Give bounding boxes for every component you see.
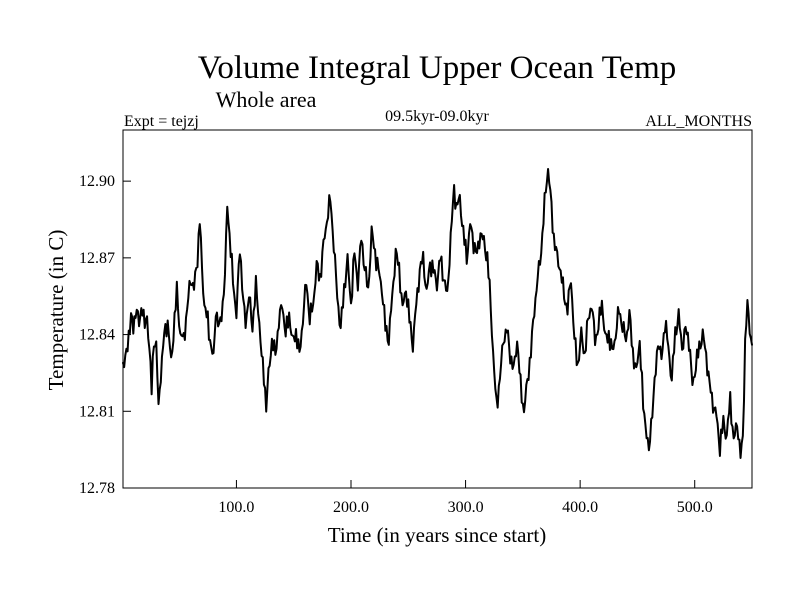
- months-label: ALL_MONTHS: [645, 113, 752, 130]
- x-tick-label: 400.0: [562, 499, 598, 516]
- y-axis-label: Temperature (in C): [44, 230, 68, 391]
- x-axis-label: Time (in years since start): [328, 523, 547, 547]
- plot-frame: [122, 129, 753, 489]
- chart-subtitle: Whole area: [216, 87, 317, 112]
- chart-title: Volume Integral Upper Ocean Temp: [198, 50, 676, 86]
- period-label: 09.5kyr-09.0kyr: [385, 108, 489, 125]
- x-tick-label: 100.0: [218, 499, 254, 516]
- x-tick-label: 500.0: [677, 499, 713, 516]
- x-tick-label: 200.0: [333, 499, 369, 516]
- y-tick-label: 12.84: [79, 327, 115, 344]
- x-axis-ticks: 100.0 200.0 300.0 400.0 500.0: [218, 480, 713, 516]
- experiment-label: Expt = tejzj: [124, 113, 199, 130]
- y-axis-ticks: 12.78 12.81 12.84 12.87 12.90: [79, 173, 131, 497]
- y-tick-label: 12.87: [79, 250, 115, 267]
- temperature-series-line: [122, 167, 753, 459]
- y-tick-label: 12.90: [79, 173, 115, 190]
- x-tick-label: 300.0: [448, 499, 484, 516]
- y-tick-label: 12.78: [79, 480, 115, 497]
- y-tick-label: 12.81: [79, 403, 115, 420]
